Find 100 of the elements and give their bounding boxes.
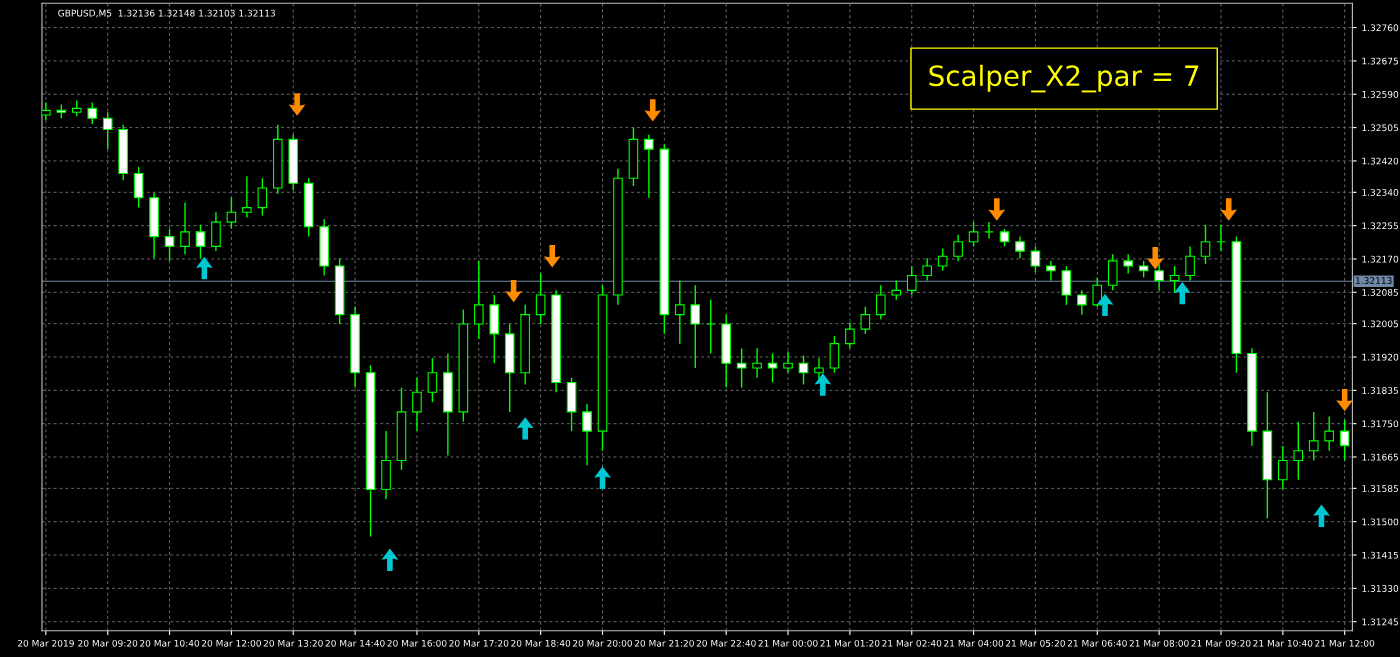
candlestick: [242, 175, 252, 219]
candlestick: [1015, 235, 1025, 259]
candlestick: [164, 228, 175, 262]
x-tick-label: 20 Mar 17:20: [449, 639, 509, 647]
point: [814, 373, 832, 396]
candlestick: [180, 201, 190, 255]
y-tick-label: 1.32505: [1362, 124, 1398, 132]
candlestick: [922, 257, 933, 282]
candlestick: [736, 347, 747, 389]
annotation: Scalper_X2_par = 7: [929, 64, 1199, 93]
x-tick-label: 20 Mar 18:40: [511, 639, 571, 647]
y-tick-label: 1.32340: [1362, 189, 1399, 196]
candlestick: [1169, 265, 1180, 294]
candlestick: [798, 354, 809, 386]
candlestick: [705, 299, 716, 355]
x-tick-label: 21 Mar 01:20: [820, 639, 880, 647]
y-tick-label: 1.32590: [1362, 90, 1399, 98]
candlestick: [937, 247, 948, 272]
candlestick: [1339, 419, 1350, 462]
point: [1146, 246, 1164, 270]
candlestick: [1324, 415, 1335, 452]
y-tick-label: 1.31835: [1362, 387, 1398, 394]
x-tick-label: 21 Mar 04:00: [944, 639, 1004, 647]
point: [1313, 504, 1330, 528]
candlestick: [1154, 263, 1164, 292]
x-tick-label: 20 Mar 09:20: [78, 639, 138, 647]
candlestick: [1046, 260, 1056, 282]
y-tick-label: 1.32085: [1362, 289, 1398, 296]
candlestick: [767, 352, 778, 384]
point: [644, 99, 662, 122]
ref-line-label: 1.32113: [1356, 277, 1392, 284]
candlestick: [752, 347, 762, 379]
candlestick: [1030, 245, 1041, 273]
candlestick: [87, 101, 98, 125]
candlestick: [102, 111, 113, 150]
candlestick: [473, 260, 484, 340]
x-tick-label: 21 Mar 12:00: [1315, 639, 1375, 647]
x-tick-label: 20 Mar 20:00: [573, 639, 633, 647]
candlestick: [891, 279, 902, 301]
x-tick-label: 21 Mar 02:40: [882, 639, 942, 647]
candlestick: [427, 357, 438, 403]
candlestick: [535, 272, 546, 325]
y-tick-label: 1.32420: [1362, 157, 1399, 165]
candlestick: [1293, 421, 1304, 481]
y-tick-label: 1.31330: [1362, 585, 1399, 592]
x-tick-label: 20 Mar 10:40: [140, 639, 200, 647]
y-tick-label: 1.31750: [1362, 420, 1399, 428]
candlestick: [1185, 245, 1195, 282]
candlestick: [226, 197, 237, 230]
candlestick: [783, 350, 793, 374]
x-tick-label: 20 Mar 14:40: [325, 639, 385, 647]
point: [1173, 281, 1191, 305]
candlestick: [1123, 253, 1134, 275]
x-tick-label: 20 Mar 22:40: [696, 639, 756, 647]
y-tick-label: 1.31665: [1362, 453, 1398, 461]
x-tick-label: 21 Mar 06:40: [1067, 639, 1127, 647]
y-tick-label: 1.32675: [1362, 57, 1398, 65]
candlestick: [42, 101, 51, 121]
point: [594, 466, 611, 489]
point: [1220, 198, 1238, 221]
candlestick: [412, 377, 422, 432]
y-tick-label: 1.32255: [1362, 222, 1398, 230]
point: [543, 245, 561, 268]
x-tick-label: 21 Mar 09:20: [1191, 639, 1251, 647]
y-tick-label: 1.32760: [1362, 24, 1399, 32]
y-tick-label: 1.32170: [1362, 255, 1399, 263]
point: [988, 198, 1006, 221]
y-tick-label: 1.31245: [1362, 618, 1398, 626]
x-tick-label: 20 Mar 2019: [17, 639, 74, 647]
text: GBPUSD,M5 1.32136 1.32148 1.32103 1.32113: [58, 9, 275, 18]
candlestick: [257, 177, 268, 217]
candlestick: [1092, 276, 1103, 308]
x-tick-label: 21 Mar 08:00: [1129, 639, 1189, 647]
point: [516, 417, 534, 440]
x-tick-label: 20 Mar 12:00: [201, 639, 261, 647]
candlestick: [876, 284, 886, 321]
candlestick: [968, 221, 979, 248]
point: [381, 548, 399, 571]
candlestick: [195, 224, 206, 259]
y-tick-label: 1.31920: [1362, 353, 1399, 361]
candlestick: [582, 403, 592, 466]
point: [1096, 293, 1114, 317]
point: [195, 256, 213, 280]
candlestick: [1308, 411, 1319, 462]
x-tick-label: 20 Mar 16:00: [387, 639, 447, 647]
point: [505, 279, 522, 303]
x-tick-label: 20 Mar 21:20: [634, 639, 694, 647]
candlestick: [845, 321, 855, 350]
candlestick: [814, 357, 824, 382]
candlestick: [674, 279, 685, 345]
candlestick: [1278, 444, 1288, 491]
candlestick: [860, 306, 871, 335]
candlestick: [953, 233, 963, 262]
candlestick: [644, 133, 654, 199]
y-tick-label: 1.31585: [1362, 485, 1398, 492]
point: [1336, 388, 1353, 412]
x-tick-label: 21 Mar 10:40: [1253, 639, 1313, 647]
x-tick-label: 21 Mar 00:00: [758, 639, 818, 647]
candlestick: [906, 265, 917, 296]
y-tick-label: 1.31415: [1362, 551, 1398, 559]
